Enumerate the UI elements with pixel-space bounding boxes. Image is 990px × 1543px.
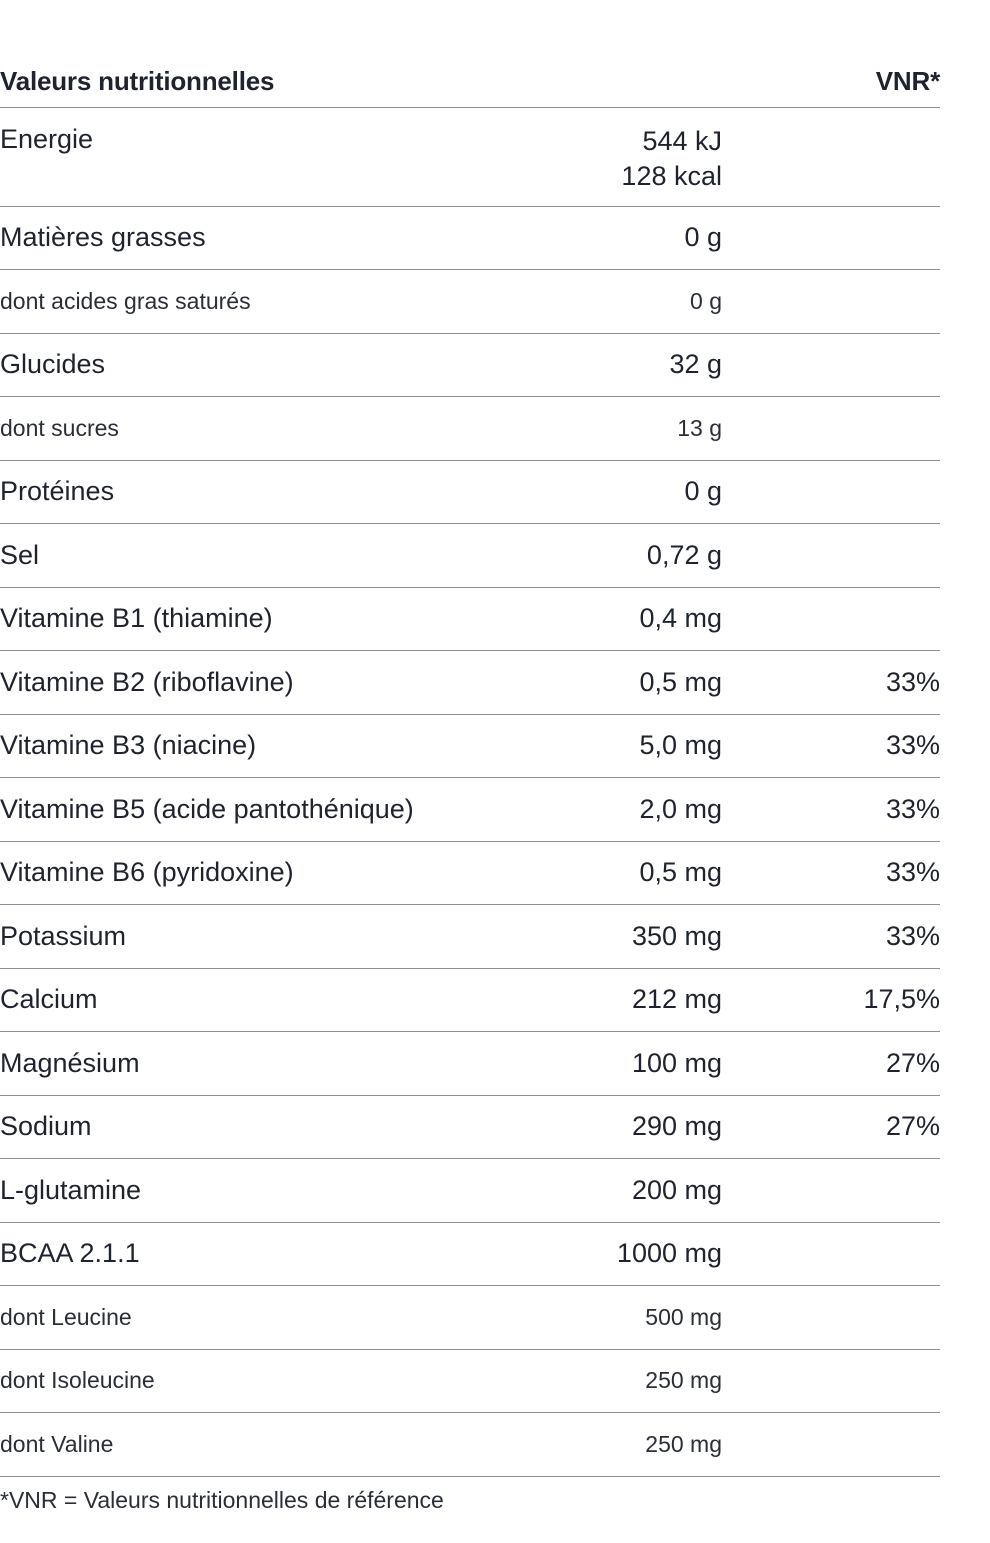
- vnr-column-header: VNR*: [875, 66, 940, 96]
- table-row: Potassium 350 mg 33%: [0, 905, 940, 969]
- nutrient-vnr: 33%: [885, 920, 940, 951]
- table-row: BCAA 2.1.1 1000 mg: [0, 1223, 940, 1286]
- nutrient-name: BCAA 2.1.1: [0, 1238, 140, 1269]
- nutrient-name: dont sucres: [0, 414, 119, 441]
- nutrient-value: 0 g: [684, 476, 722, 507]
- nutrient-name: Vitamine B3 (niacine): [0, 730, 257, 761]
- nutrient-name: Sel: [0, 539, 40, 570]
- table-row: Magnésium 100 mg 27%: [0, 1032, 940, 1096]
- table-row: dont Isoleucine 250 mg: [0, 1350, 940, 1413]
- nutrient-vnr: 33%: [885, 793, 940, 824]
- table-row: L-glutamine 200 mg: [0, 1159, 940, 1223]
- table-title: Valeurs nutritionnelles: [0, 66, 275, 96]
- table-row: Protéines 0 g: [0, 461, 940, 524]
- table-row: Vitamine B1 (thiamine) 0,4 mg: [0, 588, 940, 651]
- nutrient-value: 32 g: [669, 349, 722, 380]
- table-row: Vitamine B5 (acide pantothénique) 2,0 mg…: [0, 778, 940, 842]
- nutrient-value: 2,0 mg: [639, 793, 722, 824]
- nutrient-value: 0,5 mg: [639, 857, 722, 888]
- nutrient-value: 212 mg: [631, 984, 722, 1015]
- nutrient-value: 0 g: [690, 287, 722, 314]
- nutrient-name: Vitamine B5 (acide pantothénique): [0, 793, 414, 824]
- footnote: *VNR = Valeurs nutritionnelles de référe…: [0, 1487, 444, 1513]
- nutrient-name: Potassium: [0, 920, 127, 951]
- table-row: Vitamine B3 (niacine) 5,0 mg 33%: [0, 715, 940, 778]
- nutrient-value: 250 mg: [645, 1430, 722, 1457]
- nutrient-value: 1000 mg: [616, 1238, 722, 1269]
- table-row: Calcium 212 mg 17,5%: [0, 969, 940, 1032]
- nutrient-value: 0,72 g: [646, 539, 722, 570]
- nutrient-vnr: 27%: [885, 1111, 940, 1142]
- nutrient-vnr: 27%: [885, 1047, 940, 1078]
- nutrient-name: Protéines: [0, 476, 115, 507]
- nutrient-value: 13 g: [677, 414, 722, 441]
- nutrient-value: 250 mg: [645, 1367, 722, 1394]
- table-row: dont Valine 250 mg: [0, 1413, 940, 1477]
- table-row: dont sucres 13 g: [0, 397, 940, 461]
- nutrient-name: L-glutamine: [0, 1174, 142, 1205]
- nutrient-name: Energie: [0, 124, 94, 154]
- table-row: Matières grasses 0 g: [0, 207, 940, 270]
- nutrient-name: Sodium: [0, 1111, 92, 1142]
- nutrient-name: dont Leucine: [0, 1303, 132, 1330]
- nutrient-value: 0,4 mg: [639, 603, 722, 634]
- table-row: Sodium 290 mg 27%: [0, 1096, 940, 1159]
- table-row: Vitamine B2 (riboflavine) 0,5 mg 33%: [0, 651, 940, 715]
- nutrient-name: Vitamine B1 (thiamine): [0, 603, 273, 634]
- table-header: Valeurs nutritionnelles VNR*: [0, 56, 940, 108]
- nutrient-value: 100 mg: [631, 1047, 722, 1078]
- table-row: Sel 0,72 g: [0, 524, 940, 588]
- table-row: dont Leucine 500 mg: [0, 1286, 940, 1350]
- nutrient-name: Vitamine B6 (pyridoxine): [0, 857, 294, 888]
- nutrient-name: Glucides: [0, 349, 106, 380]
- table-row: dont acides gras saturés 0 g: [0, 270, 940, 334]
- nutrient-value-kj: 544 kJ: [642, 126, 722, 156]
- nutrient-vnr: 33%: [885, 666, 940, 697]
- nutrient-value: 0,5 mg: [639, 666, 722, 697]
- table-row: Glucides 32 g: [0, 334, 940, 397]
- nutrient-name: dont Isoleucine: [0, 1367, 155, 1394]
- nutrient-value: 0 g: [684, 222, 722, 253]
- nutrient-value: 200 mg: [631, 1174, 722, 1205]
- nutrient-name: dont acides gras saturés: [0, 287, 251, 314]
- nutrient-value: 544 kJ 128 kcal: [482, 108, 722, 194]
- nutrient-value: 500 mg: [645, 1303, 722, 1330]
- table-row: Energie 544 kJ 128 kcal: [0, 108, 940, 207]
- nutrient-vnr: 33%: [885, 730, 940, 761]
- nutrient-name: dont Valine: [0, 1430, 114, 1457]
- nutrient-name: Vitamine B2 (riboflavine): [0, 666, 294, 697]
- nutrient-value: 350 mg: [631, 920, 722, 951]
- nutrition-table: Valeurs nutritionnelles VNR* Energie 544…: [0, 56, 940, 1477]
- nutrient-value-kcal: 128 kcal: [621, 161, 722, 191]
- nutrient-vnr: 33%: [885, 857, 940, 888]
- nutrient-value: 5,0 mg: [639, 730, 722, 761]
- nutrient-value: 290 mg: [631, 1111, 722, 1142]
- table-row: Vitamine B6 (pyridoxine) 0,5 mg 33%: [0, 842, 940, 905]
- nutrient-name: Matières grasses: [0, 222, 206, 253]
- nutrient-vnr: 17,5%: [863, 984, 940, 1015]
- nutrient-name: Calcium: [0, 984, 98, 1015]
- nutrient-name: Magnésium: [0, 1047, 140, 1078]
